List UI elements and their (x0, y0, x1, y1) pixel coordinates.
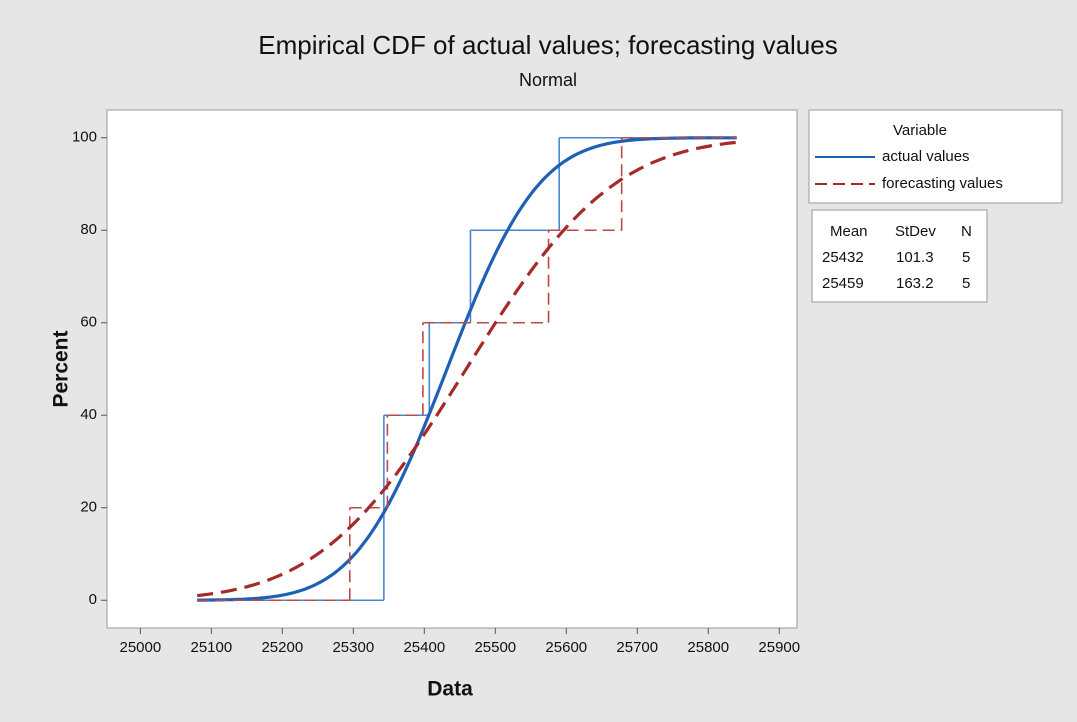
stat-n: 5 (962, 275, 970, 292)
x-tick-label: 25000 (120, 639, 162, 656)
x-tick-label: 25700 (616, 639, 658, 656)
y-tick-label: 20 (80, 499, 97, 516)
x-axis-label: Data (427, 678, 473, 701)
chart-title: Empirical CDF of actual values; forecast… (258, 30, 837, 60)
y-tick-label: 100 (72, 129, 97, 146)
x-tick-label: 25500 (474, 639, 516, 656)
chart-subtitle: Normal (519, 70, 577, 90)
y-tick-label: 0 (89, 591, 97, 608)
x-tick-label: 25300 (332, 639, 374, 656)
x-tick-label: 25100 (190, 639, 232, 656)
y-tick-label: 80 (80, 221, 97, 238)
legend-label: forecasting values (882, 175, 1003, 192)
y-axis-label: Percent (50, 330, 73, 407)
stat-stdev: 101.3 (896, 249, 934, 266)
stat-mean: 25459 (822, 275, 864, 292)
plot-area (106, 109, 798, 629)
fitted-cdf (197, 136, 737, 602)
stats-header: Mean (830, 223, 868, 240)
fitted-cdf (197, 140, 737, 598)
stats-table (811, 209, 988, 303)
stat-n: 5 (962, 249, 970, 266)
x-tick-label: 25800 (687, 639, 729, 656)
stats-header: StDev (895, 223, 936, 240)
stats-header: N (961, 223, 972, 240)
legend-title: Variable (893, 122, 947, 139)
x-tick-label: 25400 (403, 639, 445, 656)
legend-label: actual values (882, 148, 970, 165)
y-tick-label: 40 (80, 406, 97, 423)
x-tick-label: 25600 (545, 639, 587, 656)
x-tick-label: 25200 (261, 639, 303, 656)
y-tick-label: 60 (80, 314, 97, 331)
x-tick-label: 25900 (758, 639, 800, 656)
stat-stdev: 163.2 (896, 275, 934, 292)
stat-mean: 25432 (822, 249, 864, 266)
